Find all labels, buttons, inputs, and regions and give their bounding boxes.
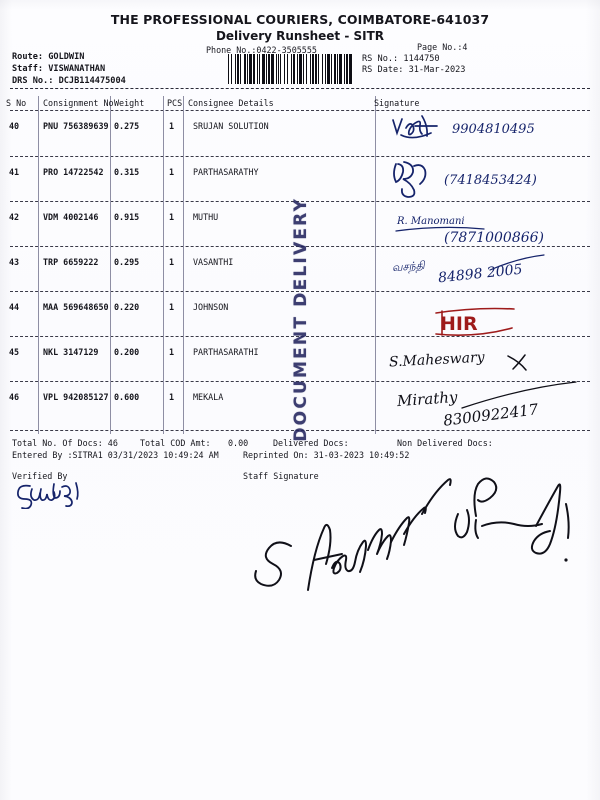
non-delivered-docs: Non Delivered Docs:: [397, 438, 493, 448]
handwritten-hir-44: HIR: [440, 313, 478, 335]
handwritten-phone-40: 9904810495: [452, 122, 535, 137]
table-row: MEKALA: [193, 392, 224, 402]
table-row: 1: [169, 302, 175, 312]
staff-label: Staff: VISWANATHAN: [12, 64, 106, 74]
table-row: 1: [169, 347, 175, 357]
table-row: 0.275: [114, 121, 140, 131]
handwritten-name-46: Mirathy: [396, 387, 458, 411]
col-header-weight: Weight: [114, 98, 145, 108]
table-row: JOHNSON: [193, 302, 229, 312]
row-rule-46: [10, 430, 590, 431]
handwritten-name-43: வசந்தி: [391, 258, 426, 275]
phone-number: Phone No.:0422-3505555: [206, 45, 317, 55]
col-divider-weight: [163, 96, 164, 434]
col-header-consignee: Consignee Details: [188, 98, 274, 108]
col-divider-consignment: [110, 96, 111, 434]
table-row: 1: [169, 121, 175, 131]
table-row: 0.915: [114, 212, 140, 222]
table-row: VDM 4002146: [43, 212, 99, 222]
table-row: 0.600: [114, 392, 140, 402]
handwritten-name-45: S.Maheswary: [388, 349, 486, 371]
col-divider-sno: [38, 96, 39, 434]
table-row: 45: [9, 347, 20, 357]
row-rule-40: [10, 156, 590, 157]
table-row: 0.295: [114, 257, 140, 267]
table-row: VASANTHI: [193, 257, 234, 267]
table-row: MAA 569648650: [43, 302, 109, 312]
handwritten-phone-43: 84898 2005: [437, 261, 524, 287]
handwritten-stroke: [461, 381, 577, 409]
table-row: 0.200: [114, 347, 140, 357]
row-rule-44: [10, 336, 590, 337]
col-divider-signature: [375, 96, 376, 434]
table-row: 41: [9, 167, 20, 177]
drs-number: DRS No.: DCJB114475004: [12, 76, 126, 86]
rule-header-bottom: [10, 110, 590, 111]
handwritten-phone-46: 8300922417: [442, 400, 540, 430]
table-row: 46: [9, 392, 20, 402]
total-cod: Total COD Amt:: [140, 438, 211, 448]
delivered-docs: Delivered Docs:: [273, 438, 349, 448]
table-row: PARTHASARATHI: [193, 347, 259, 357]
col-divider-pcs: [183, 96, 184, 434]
handwritten-flourish: [507, 354, 527, 371]
verified-by-signature: [17, 482, 79, 509]
table-row: MUTHU: [193, 212, 219, 222]
company-title: THE PROFESSIONAL COURIERS, COIMBATORE-64…: [110, 12, 490, 27]
verified-by-label: Verified By: [12, 471, 68, 481]
rule-top: [10, 88, 590, 89]
handwritten-phone-41: (7418453424): [444, 173, 537, 188]
handwritten-signature: [392, 115, 438, 139]
route-label: Route: GOLDWIN: [12, 52, 85, 62]
entered-by: Entered By :SITRA1 03/31/2023 10:49:24 A…: [12, 450, 219, 460]
row-rule-43: [10, 291, 590, 292]
table-row: PRO 14722542: [43, 167, 104, 177]
col-header-sno: S No: [6, 98, 27, 108]
table-row: 1: [169, 212, 175, 222]
table-row: 1: [169, 257, 175, 267]
table-row: 1: [169, 392, 175, 402]
handwritten-name-42: R. Manomani: [397, 216, 465, 227]
handwritten-stroke: [489, 254, 545, 271]
table-row: 44: [9, 302, 20, 312]
reprinted-on: Reprinted On: 31-03-2023 10:49:52: [243, 450, 410, 460]
col-header-consignment: Consignment No: [43, 98, 114, 108]
table-row: PARTHASARATHY: [193, 167, 259, 177]
table-row: 43: [9, 257, 20, 267]
col-header-pcs: PCS: [167, 98, 183, 108]
page-number: Page No.:4: [417, 42, 468, 52]
row-rule-41: [10, 201, 590, 202]
table-row: VPL 942085127: [43, 392, 109, 402]
staff-signature-label: Staff Signature: [243, 471, 319, 481]
table-row: TRP 6659222: [43, 257, 99, 267]
table-row: 0.315: [114, 167, 140, 177]
document-delivery-stamp: DOCUMENT DELIVERY: [291, 197, 311, 442]
total-docs: Total No. Of Docs: 46: [12, 438, 118, 448]
row-rule-42: [10, 246, 590, 247]
rs-number: RS No.: 1144750: [362, 54, 440, 64]
staff-signature: [254, 477, 570, 591]
table-row: 0.220: [114, 302, 140, 312]
table-row: 42: [9, 212, 20, 222]
barcode: [228, 54, 353, 84]
handwritten-phone-42: (7871000866): [444, 230, 544, 246]
row-rule-45: [10, 381, 590, 382]
table-row: NKL 3147129: [43, 347, 99, 357]
table-row: 40: [9, 121, 20, 131]
document-subtitle: Delivery Runsheet - SITR: [215, 29, 385, 43]
table-row: 1: [169, 167, 175, 177]
table-row: PNU 756389639: [43, 121, 109, 131]
table-row: SRUJAN SOLUTION: [193, 121, 269, 131]
handwritten-signature: [393, 161, 427, 198]
handwritten-underline: [395, 226, 485, 232]
rs-date: RS Date: 31-Mar-2023: [362, 65, 466, 75]
cod-value: 0.00: [228, 438, 249, 448]
col-header-signature: Signature: [374, 98, 420, 108]
